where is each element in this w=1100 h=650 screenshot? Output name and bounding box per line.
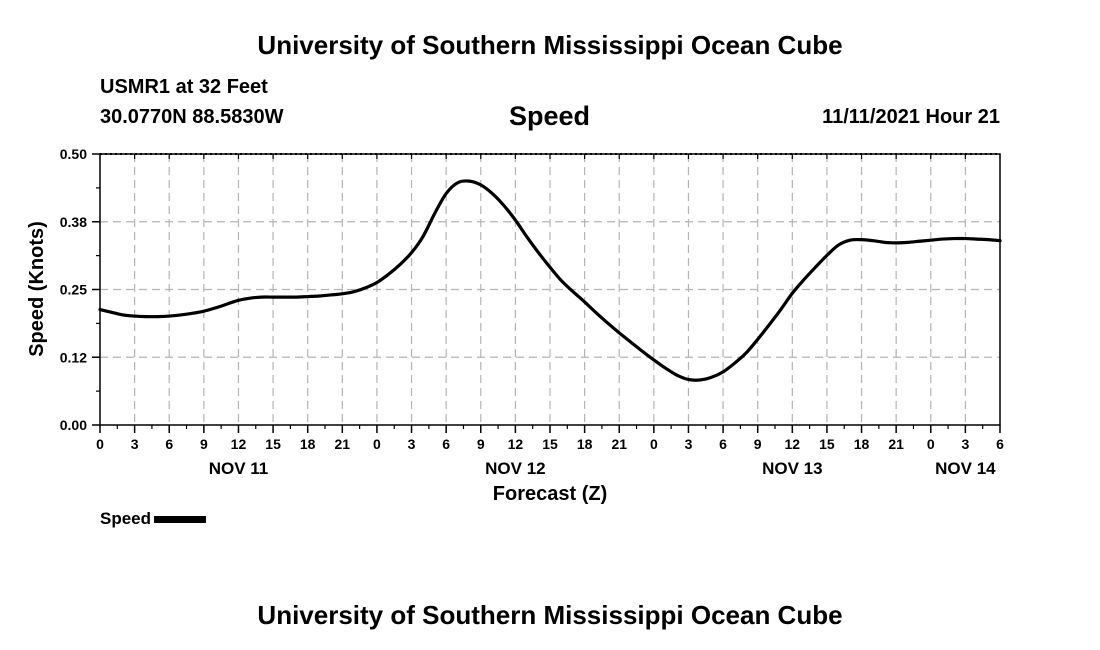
x-tick-label: 3 xyxy=(131,436,139,452)
date-label: NOV 11 xyxy=(209,459,269,478)
x-tick-label: 9 xyxy=(200,436,208,452)
x-tick-label: 12 xyxy=(231,436,247,452)
y-tick-label: 0.25 xyxy=(60,282,87,298)
x-tick-label: 18 xyxy=(854,436,870,452)
station-coords: 30.0770N 88.5830W xyxy=(100,106,284,128)
x-axis-ticks: 0 3 6 9 12 15 18 21 0 3 6 9 12 15 18 21 0 3 6 9 12 15 18 21 0 3 6 xyxy=(96,154,1004,452)
legend-label: Speed xyxy=(100,509,152,528)
x-tick-label: 0 xyxy=(650,436,658,452)
x-tick-label: 21 xyxy=(335,436,351,452)
y-tick-label: 0.38 xyxy=(60,214,87,230)
forecast-timestamp: 11/11/2021 Hour 21 xyxy=(822,106,1000,128)
y-axis-ticks: 0.00 0.12 0.25 0.38 0.50 xyxy=(60,146,100,433)
date-label: NOV 13 xyxy=(762,459,822,478)
x-tick-label: 9 xyxy=(754,436,762,452)
x-tick-label: 12 xyxy=(785,436,801,452)
legend: Speed xyxy=(100,509,207,529)
y-tick-label: 0.00 xyxy=(60,417,87,433)
x-tick-label: 9 xyxy=(477,436,485,452)
x-tick-label: 6 xyxy=(996,436,1004,452)
x-tick-label: 3 xyxy=(408,436,416,452)
x-tick-label: 12 xyxy=(508,436,524,452)
station-label: USMR1 at 32 Feet xyxy=(100,76,268,98)
y-axis-label: Speed (Knots) xyxy=(26,221,48,357)
x-tick-label: 21 xyxy=(888,436,904,452)
x-tick-label: 18 xyxy=(577,436,593,452)
x-tick-label: 21 xyxy=(611,436,627,452)
x-tick-label: 15 xyxy=(265,436,281,452)
x-tick-label: 6 xyxy=(165,436,173,452)
x-tick-label: 0 xyxy=(373,436,381,452)
x-tick-label: 6 xyxy=(719,436,727,452)
x-tick-label: 18 xyxy=(300,436,316,452)
x-tick-label: 3 xyxy=(961,436,969,452)
speed-series-line xyxy=(98,179,1002,382)
x-tick-label: 6 xyxy=(442,436,450,452)
legend-line-swatch xyxy=(154,516,207,524)
date-label: NOV 14 xyxy=(935,459,996,478)
footer-title: University of Southern Mississippi Ocean… xyxy=(257,600,843,630)
date-labels: NOV 11 NOV 12 NOV 13 NOV 14 xyxy=(209,459,996,478)
x-tick-label: 15 xyxy=(542,436,558,452)
x-axis-label: Forecast (Z) xyxy=(493,483,607,505)
x-tick-label: 0 xyxy=(927,436,935,452)
grid-lines xyxy=(100,154,1000,425)
chart-title: University of Southern Mississippi Ocean… xyxy=(257,30,843,60)
plot-title: Speed xyxy=(509,101,591,131)
y-tick-label: 0.50 xyxy=(60,146,87,162)
date-label: NOV 12 xyxy=(485,459,545,478)
x-tick-label: 3 xyxy=(685,436,693,452)
x-tick-label: 15 xyxy=(819,436,835,452)
x-tick-label: 0 xyxy=(96,436,104,452)
y-tick-label: 0.12 xyxy=(60,349,87,365)
